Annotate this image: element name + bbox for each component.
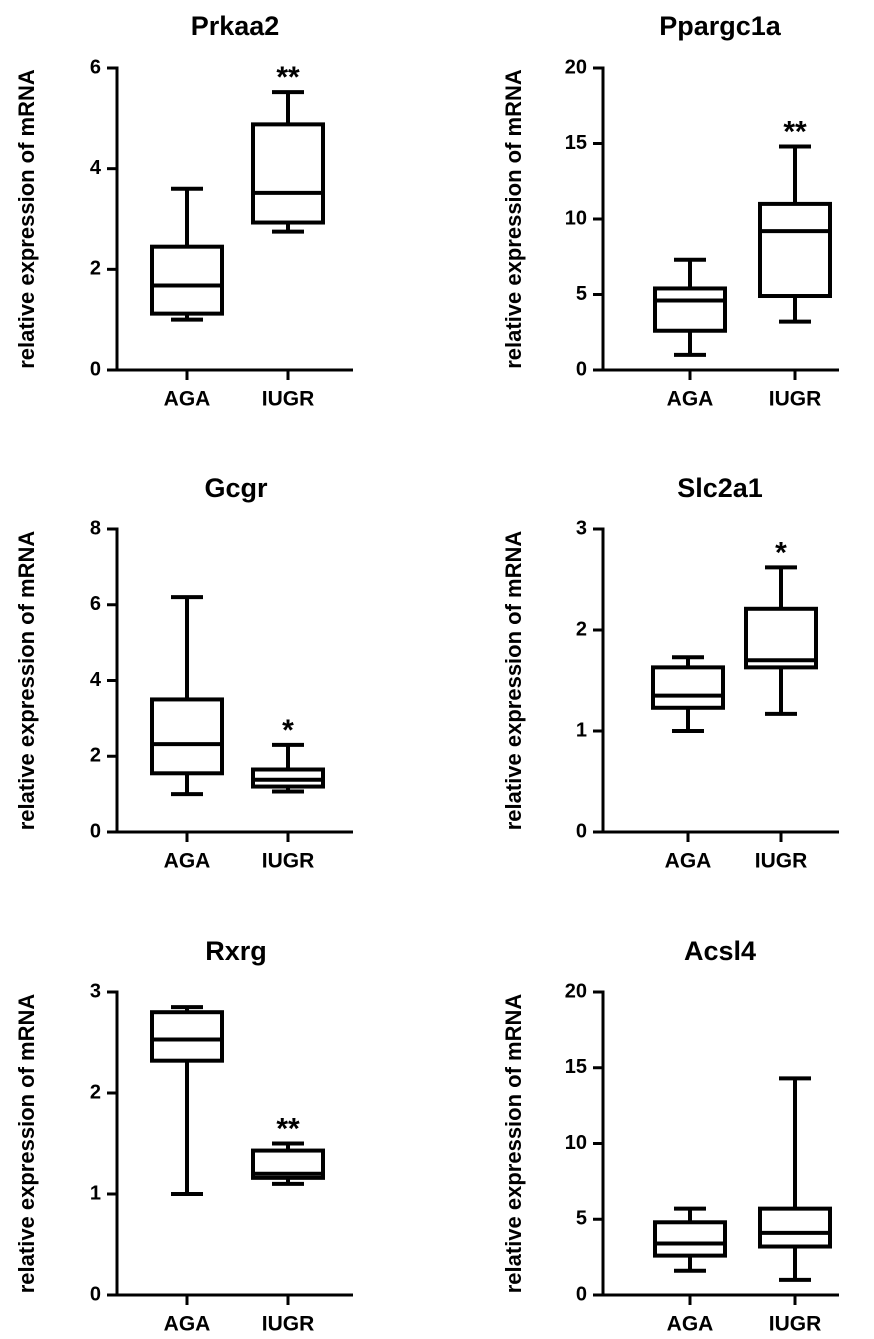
iqr-box [744, 606, 818, 670]
y-tick-label: 2 [576, 618, 587, 640]
y-tick-label: 10 [565, 207, 587, 229]
x-tick-label: IUGR [769, 1313, 822, 1336]
y-axis-label: relative expression of mRNA [501, 531, 526, 831]
y-axis-label: relative expression of mRNA [14, 69, 39, 369]
x-tick-label: IUGR [262, 1313, 315, 1336]
panel-title: Gcgr [204, 473, 268, 503]
y-tick-label: 3 [576, 517, 587, 539]
significance-marker: ** [276, 1113, 300, 1146]
iqr-box [758, 1206, 832, 1249]
x-tick-label: AGA [164, 1313, 211, 1336]
box-iugr: * [744, 536, 818, 716]
y-tick-label: 0 [90, 358, 101, 380]
panel-title: Slc2a1 [677, 473, 763, 503]
box-aga [150, 595, 224, 797]
y-tick-label: 1 [90, 1182, 101, 1204]
y-tick-label: 10 [565, 1132, 587, 1154]
y-axis-label: relative expression of mRNA [501, 994, 526, 1294]
y-tick-label: 20 [565, 56, 587, 78]
x-tick-label: AGA [667, 1313, 714, 1336]
y-tick-label: 0 [90, 1283, 101, 1305]
panel-title: Acsl4 [684, 936, 756, 966]
y-axis-label: relative expression of mRNA [14, 531, 39, 831]
iqr-box [651, 665, 725, 710]
box-aga [653, 257, 727, 357]
panel-title: Ppargc1a [659, 11, 782, 41]
significance-marker: * [282, 714, 294, 747]
y-tick-label: 2 [90, 745, 101, 767]
iqr-box [653, 1220, 727, 1258]
y-tick-label: 0 [90, 820, 101, 842]
y-tick-label: 8 [90, 517, 101, 539]
x-tick-label: AGA [665, 850, 712, 873]
box-aga [651, 655, 725, 733]
significance-marker: * [775, 536, 787, 569]
x-tick-label: AGA [667, 388, 714, 411]
y-tick-label: 5 [576, 1208, 587, 1230]
box-iugr: ** [251, 1113, 325, 1186]
box-iugr [758, 1076, 832, 1282]
y-tick-label: 15 [565, 132, 587, 154]
iqr-box [150, 697, 224, 776]
chart-panel-prkaa2: Prkaa2 relative expression of mRNA 0 2 4 6 AGA… [14, 11, 353, 411]
y-tick-label: 0 [576, 358, 587, 380]
y-tick-label: 1 [576, 719, 587, 741]
y-tick-label: 0 [576, 1283, 587, 1305]
box-aga [150, 1005, 224, 1196]
y-tick-label: 6 [90, 56, 101, 78]
x-tick-label: IUGR [262, 850, 315, 873]
y-tick-label: 4 [90, 157, 102, 179]
chart-panel-gcgr: Gcgr relative expression of mRNA 0 2 4 6 8 AGA I… [14, 473, 353, 873]
y-tick-label: 2 [90, 1081, 101, 1103]
box-aga [653, 1206, 727, 1273]
panel-title: Rxrg [205, 936, 267, 966]
x-tick-label: IUGR [755, 850, 808, 873]
y-axis-label: relative expression of mRNA [501, 69, 526, 369]
x-tick-label: IUGR [262, 388, 315, 411]
x-tick-label: AGA [164, 850, 211, 873]
box-iugr: ** [251, 61, 325, 234]
y-tick-label: 5 [576, 283, 587, 305]
y-tick-label: 2 [90, 258, 101, 280]
box-iugr: * [251, 714, 325, 794]
y-tick-label: 3 [90, 980, 101, 1002]
y-axis-label: relative expression of mRNA [14, 994, 39, 1294]
box-aga [150, 186, 224, 322]
x-tick-label: AGA [164, 388, 211, 411]
chart-panel-rxrg: Rxrg relative expression of mRNA 0 1 2 3 AGA IU… [14, 936, 353, 1336]
y-tick-label: 15 [565, 1056, 587, 1078]
iqr-box [653, 286, 727, 333]
iqr-box [150, 1010, 224, 1063]
y-tick-label: 4 [90, 669, 102, 691]
chart-panel-acsl4: Acsl4 relative expression of mRNA 0 5 10 15 20… [501, 936, 839, 1336]
box-iugr: ** [758, 116, 832, 324]
significance-marker: ** [783, 116, 807, 149]
panel-title: Prkaa2 [191, 11, 280, 41]
significance-marker: ** [276, 61, 300, 94]
iqr-box [150, 244, 224, 316]
iqr-box [758, 201, 832, 299]
y-tick-label: 6 [90, 593, 101, 615]
chart-panel-ppargc1a: Ppargc1a relative expression of mRNA 0 5 10 1… [501, 11, 839, 411]
y-tick-label: 20 [565, 980, 587, 1002]
iqr-box [251, 122, 325, 225]
y-tick-label: 0 [576, 820, 587, 842]
x-tick-label: IUGR [769, 388, 822, 411]
chart-panel-slc2a1: Slc2a1 relative expression of mRNA 0 1 2 3 AGA… [501, 473, 839, 873]
